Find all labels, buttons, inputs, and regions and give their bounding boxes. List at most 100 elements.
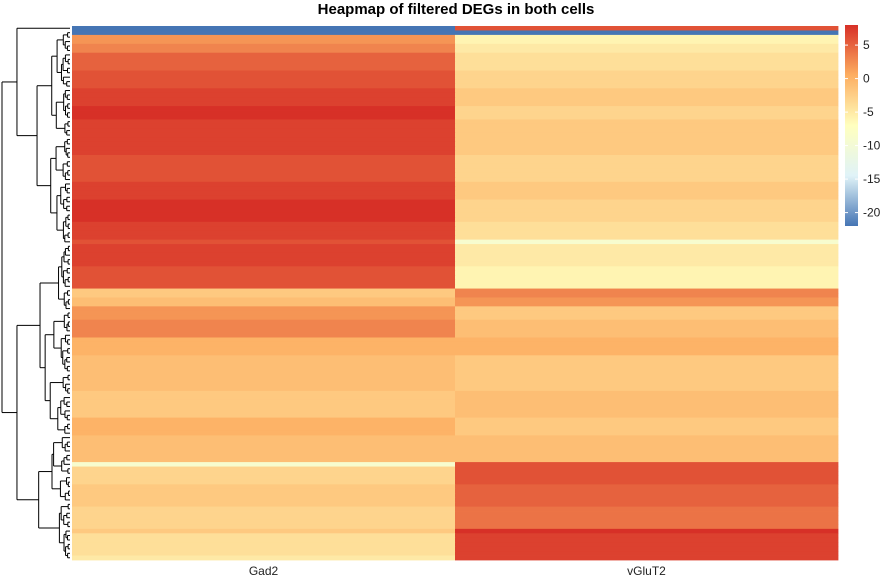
heatmap-cell — [455, 382, 839, 387]
heatmap-cell — [72, 208, 456, 214]
heatmap-cell — [72, 115, 456, 120]
heatmap-cell — [72, 155, 456, 160]
heatmap-cell — [455, 199, 839, 205]
legend-tick-label: 5 — [863, 38, 870, 52]
legend-tick-label: -20 — [863, 206, 881, 220]
heatmap-cell — [455, 83, 839, 89]
heatmap-cell — [455, 453, 839, 459]
heatmap-cell — [72, 217, 456, 223]
heatmap-cell — [72, 261, 456, 267]
heatmap-cell — [455, 297, 839, 303]
heatmap-cell — [72, 368, 456, 374]
heatmap-cell — [455, 315, 839, 321]
heatmap-cell — [72, 435, 456, 441]
heatmap-cell — [455, 195, 839, 200]
heatmap-cell — [455, 555, 839, 561]
heatmap-cell — [455, 515, 839, 521]
heatmap-cell — [72, 66, 456, 71]
heatmap-cell — [72, 448, 456, 454]
heatmap-cell — [455, 341, 839, 347]
heatmap-cell — [455, 159, 839, 165]
heatmap-cell — [72, 119, 456, 125]
heatmap-cell — [455, 479, 839, 485]
heatmap-cell — [72, 301, 456, 307]
heatmap-cell — [72, 159, 456, 165]
heatmap-cell — [72, 533, 456, 539]
heatmap-cell — [455, 519, 839, 525]
legend-tick-label: 0 — [863, 72, 870, 86]
heatmap-cell — [72, 212, 456, 218]
heatmap-cell — [455, 141, 839, 147]
heatmap-cell — [455, 462, 839, 467]
column-label: Gad2 — [249, 564, 279, 578]
heatmap-cell — [72, 146, 456, 151]
heatmap-cell — [455, 399, 839, 405]
heatmap-cell — [72, 288, 456, 294]
heatmap-cell — [72, 515, 456, 521]
heatmap-cell — [72, 83, 456, 89]
heatmap-cell — [72, 390, 456, 396]
heatmap-cell — [72, 350, 456, 356]
heatmap-cell — [72, 52, 456, 58]
heatmap-cell — [455, 475, 839, 481]
heatmap-cell — [455, 386, 839, 392]
heatmap-cell — [455, 266, 839, 272]
heatmap-cell — [72, 315, 456, 321]
heatmap-cell — [455, 110, 839, 116]
heatmap-cell — [455, 417, 839, 423]
heatmap-cell — [72, 475, 456, 481]
heatmap-cell — [455, 493, 839, 499]
heatmap-cell — [72, 506, 456, 512]
heatmap-cell — [455, 471, 839, 476]
heatmap-cell — [455, 457, 839, 463]
heatmap-cell — [455, 301, 839, 307]
heatmap-cell — [455, 448, 839, 454]
heatmap-cell — [72, 132, 456, 138]
heatmap-cell — [72, 70, 456, 76]
heatmap-cell — [72, 537, 456, 543]
heatmap-cell — [455, 34, 839, 40]
heatmap-cell — [455, 426, 839, 432]
heatmap-cell — [72, 328, 456, 334]
heatmap-cell — [72, 511, 456, 516]
legend-tick-label: -10 — [863, 139, 881, 153]
heatmap-cell — [455, 155, 839, 160]
heatmap-cell — [72, 439, 456, 445]
heatmap-cell — [72, 244, 456, 249]
heatmap-cell — [455, 208, 839, 214]
heatmap-cell — [455, 506, 839, 512]
heatmap-cell — [455, 350, 839, 356]
heatmap-cell — [455, 542, 839, 548]
heatmap-cell — [72, 364, 456, 370]
heatmap-cell — [455, 204, 839, 209]
heatmap-cell — [72, 48, 456, 54]
heatmap-cell — [72, 546, 456, 552]
heatmap-cell — [455, 74, 839, 80]
heatmap-cell — [72, 106, 456, 111]
heatmap-cell — [455, 319, 839, 325]
heatmap-cell — [455, 288, 839, 294]
heatmap-cell — [455, 337, 839, 343]
heatmap-cell — [455, 106, 839, 111]
heatmap-cell — [455, 377, 839, 383]
heatmap-cell — [72, 395, 456, 401]
heatmap-cell — [455, 270, 839, 276]
heatmap-cell — [455, 333, 839, 338]
heatmap-cell — [455, 244, 839, 249]
heatmap-cells — [72, 26, 839, 561]
heatmap-cell — [455, 248, 839, 254]
heatmap-cell — [72, 257, 456, 263]
heatmap-cell — [455, 190, 839, 196]
heatmap-cell — [72, 310, 456, 316]
heatmap-cell — [455, 66, 839, 71]
heatmap-cell — [455, 546, 839, 552]
heatmap-cell — [72, 386, 456, 392]
heatmap-cell — [72, 524, 456, 530]
heatmap-cell — [72, 199, 456, 205]
heatmap-cell — [455, 115, 839, 120]
row-dendrogram — [1, 27, 70, 559]
heatmap-cell — [72, 466, 456, 472]
heatmap-cell — [72, 373, 456, 378]
heatmap-cell — [72, 408, 456, 414]
